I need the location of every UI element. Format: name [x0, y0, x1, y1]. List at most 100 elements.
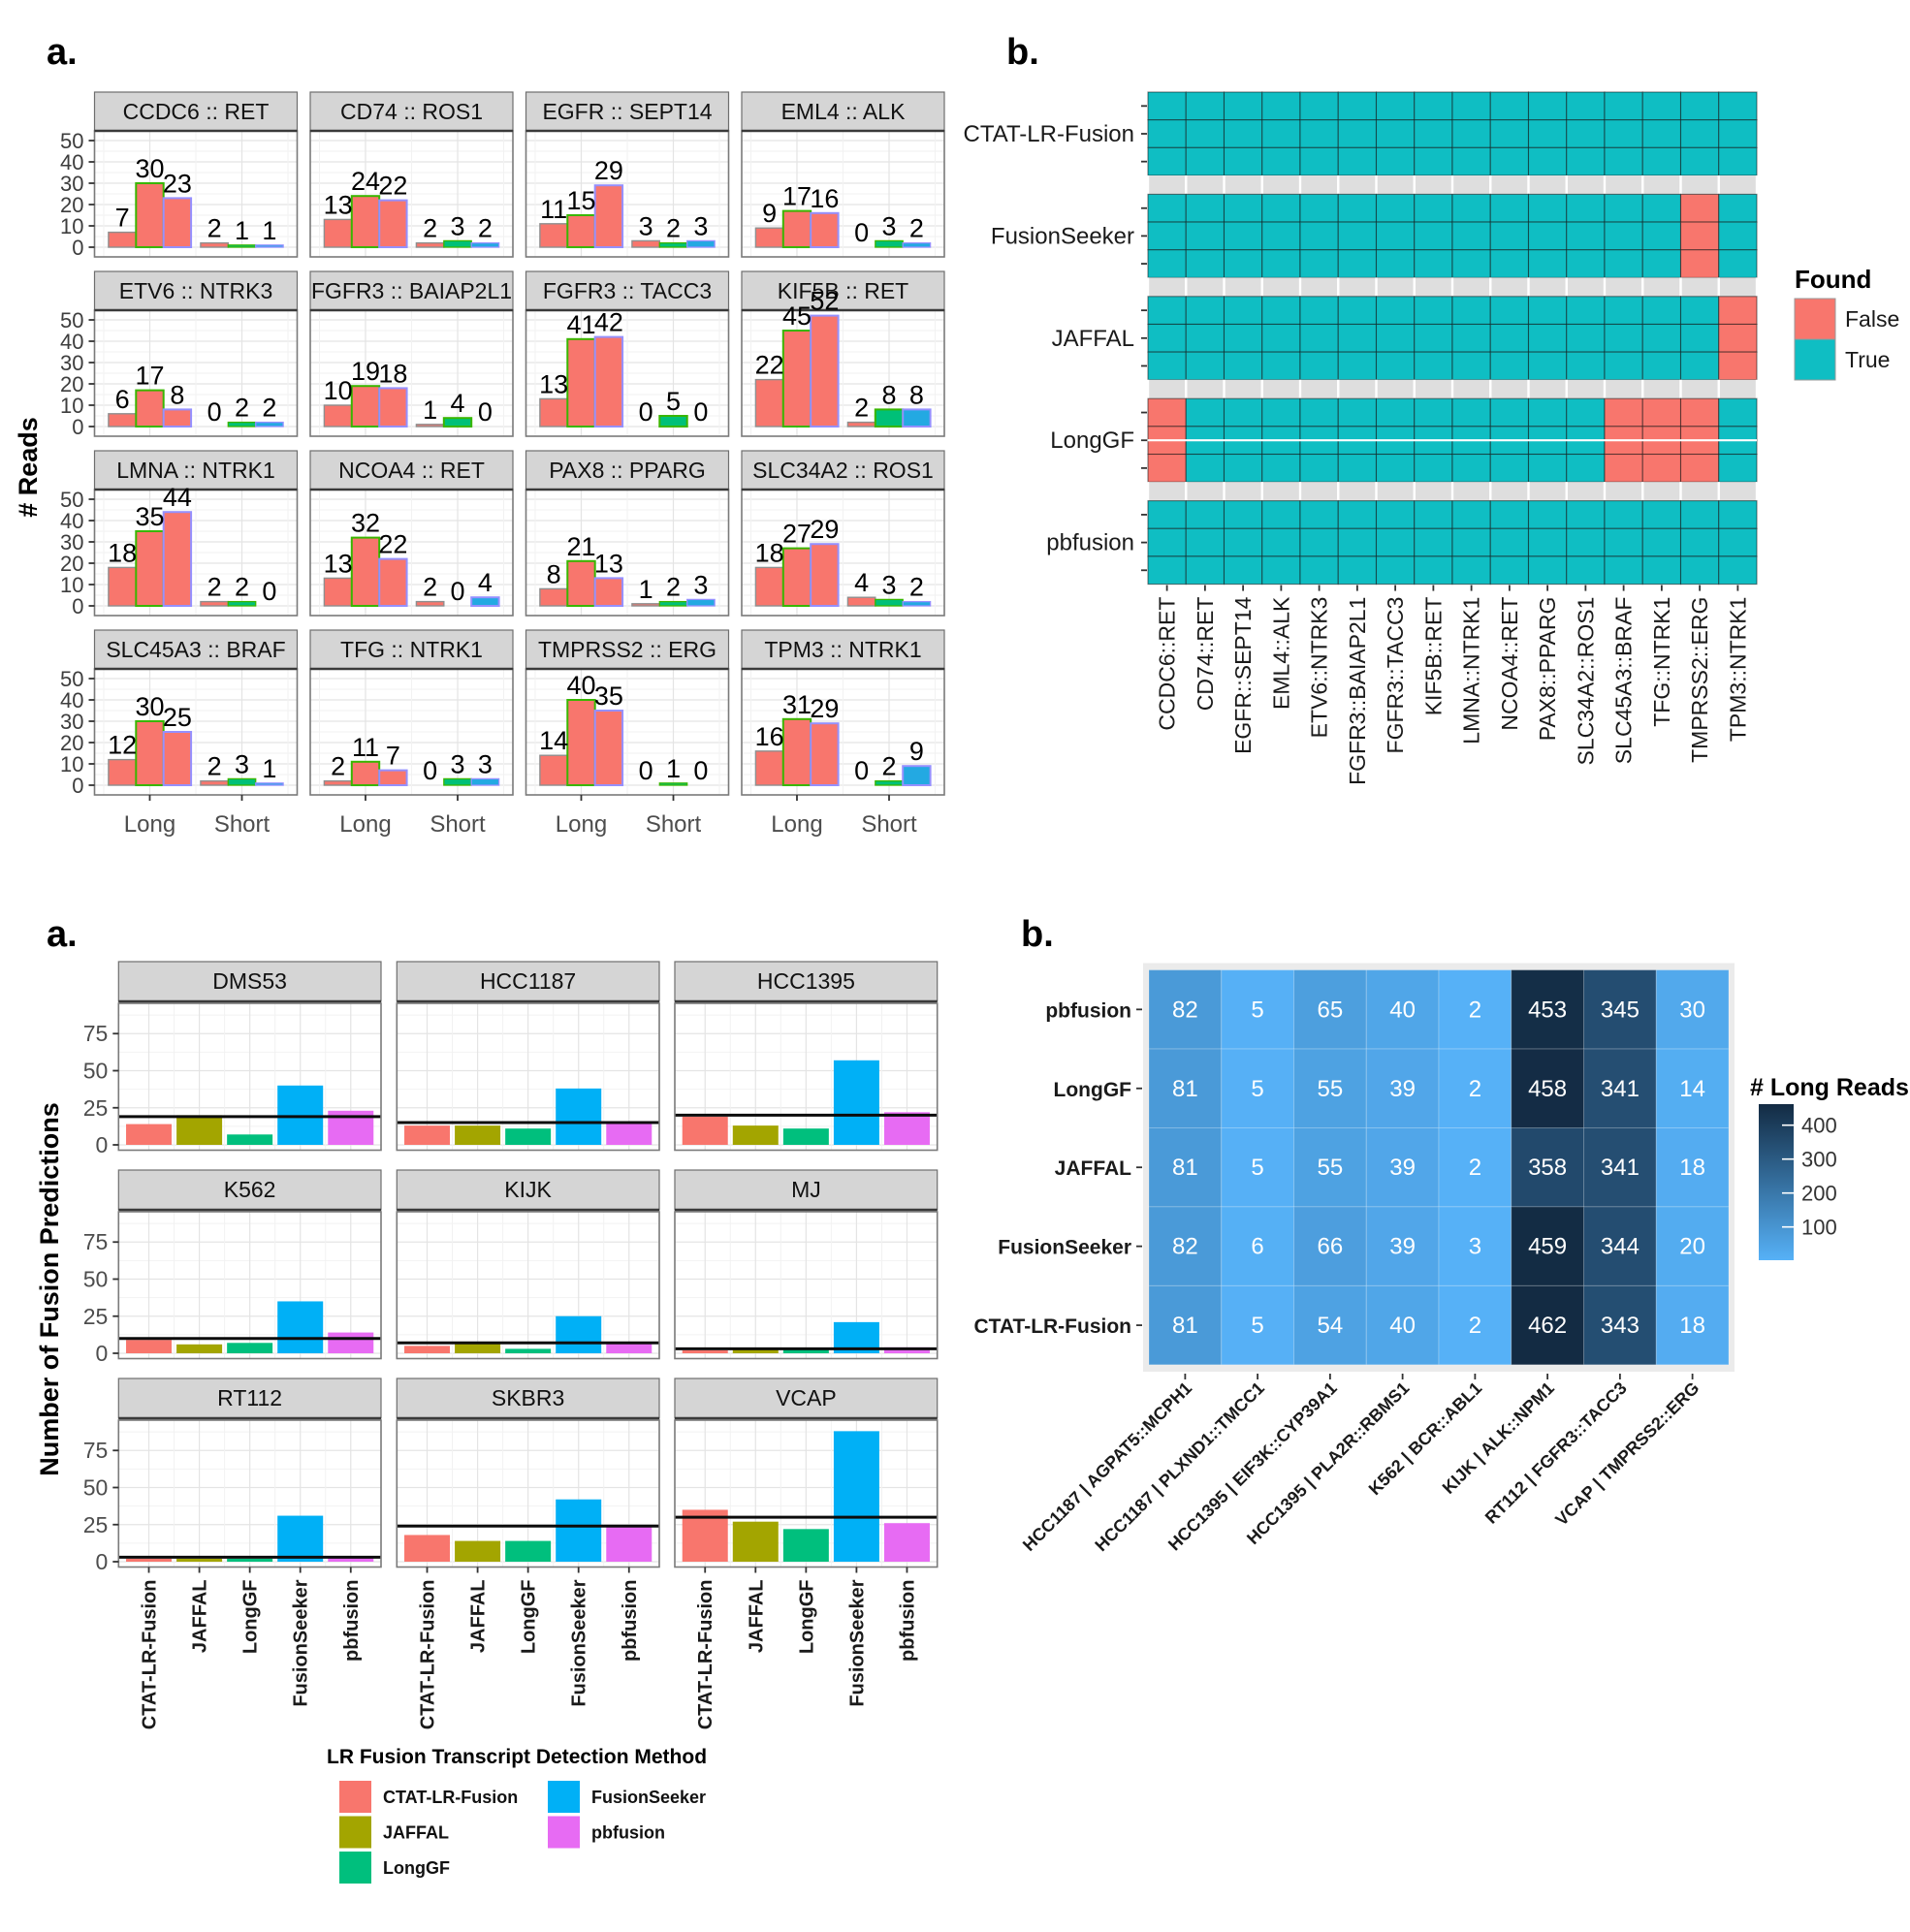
- svg-text:0: 0: [72, 774, 83, 798]
- svg-text:3: 3: [1469, 1234, 1481, 1260]
- svg-text:24: 24: [351, 167, 380, 196]
- svg-text:8: 8: [909, 380, 924, 409]
- svg-text:5: 5: [1251, 1313, 1263, 1339]
- svg-text:CD74 :: ROS1: CD74 :: ROS1: [340, 99, 483, 124]
- svg-text:FusionSeeker: FusionSeeker: [291, 1579, 312, 1706]
- svg-text:# Reads: # Reads: [14, 417, 43, 518]
- svg-text:10: 10: [60, 752, 83, 776]
- svg-text:341: 341: [1601, 1155, 1639, 1181]
- svg-text:55: 55: [1318, 1076, 1344, 1102]
- svg-text:50: 50: [83, 1475, 109, 1501]
- svg-text:40: 40: [60, 688, 83, 713]
- svg-text:8: 8: [881, 380, 896, 409]
- svg-text:a.: a.: [47, 32, 78, 73]
- svg-text:6: 6: [115, 385, 130, 414]
- svg-text:41: 41: [566, 310, 595, 339]
- svg-text:SLC45A3 :: BRAF: SLC45A3 :: BRAF: [106, 637, 285, 662]
- svg-text:CCDC6 :: RET: CCDC6 :: RET: [123, 99, 270, 124]
- svg-text:40: 40: [566, 671, 595, 700]
- svg-text:pbfusion: pbfusion: [1045, 999, 1131, 1022]
- svg-text:11: 11: [352, 733, 379, 762]
- svg-text:SLC45A3::BRAF: SLC45A3::BRAF: [1611, 597, 1637, 765]
- svg-text:31: 31: [782, 690, 812, 719]
- svg-text:50: 50: [83, 1059, 109, 1084]
- svg-text:20: 20: [60, 552, 83, 576]
- svg-text:TPM3 :: NTRK1: TPM3 :: NTRK1: [764, 637, 921, 662]
- svg-text:18: 18: [108, 538, 137, 567]
- svg-text:2: 2: [423, 573, 437, 602]
- svg-text:52: 52: [810, 287, 839, 316]
- svg-text:35: 35: [135, 502, 164, 531]
- svg-text:459: 459: [1528, 1234, 1567, 1260]
- svg-text:5: 5: [666, 387, 681, 416]
- svg-text:82: 82: [1172, 1234, 1198, 1260]
- svg-text:4: 4: [478, 568, 493, 597]
- svg-text:Number of Fusion Predictions: Number of Fusion Predictions: [35, 1102, 64, 1476]
- svg-text:0: 0: [96, 1341, 109, 1366]
- svg-text:Short: Short: [430, 811, 486, 838]
- svg-text:2: 2: [1469, 997, 1481, 1023]
- svg-text:pbfusion: pbfusion: [898, 1580, 919, 1662]
- svg-text:2: 2: [666, 573, 681, 602]
- svg-text:KIJK: KIJK: [504, 1177, 552, 1202]
- svg-text:2: 2: [854, 394, 869, 423]
- svg-text:4: 4: [854, 568, 869, 597]
- svg-text:462: 462: [1528, 1313, 1567, 1339]
- svg-text:30: 30: [60, 351, 83, 375]
- svg-text:27: 27: [782, 520, 812, 549]
- svg-text:25: 25: [163, 703, 192, 732]
- svg-text:1: 1: [262, 216, 276, 245]
- svg-text:1: 1: [666, 754, 681, 783]
- svg-text:0: 0: [854, 756, 869, 785]
- svg-text:9: 9: [762, 199, 777, 228]
- svg-text:0: 0: [478, 397, 493, 427]
- svg-text:JAFFAL: JAFFAL: [383, 1823, 449, 1843]
- svg-text:39: 39: [1389, 1234, 1416, 1260]
- svg-text:TPM3::NTRK1: TPM3::NTRK1: [1725, 597, 1750, 743]
- svg-text:400: 400: [1801, 1114, 1837, 1138]
- svg-text:FGFR3::TACC3: FGFR3::TACC3: [1383, 597, 1408, 754]
- svg-text:TMPRSS2::ERG: TMPRSS2::ERG: [1687, 597, 1712, 763]
- svg-text:344: 344: [1601, 1234, 1639, 1260]
- svg-text:65: 65: [1318, 997, 1344, 1023]
- svg-text:Long: Long: [339, 811, 391, 838]
- svg-text:LongGF: LongGF: [796, 1580, 817, 1655]
- svg-text:HCC1395: HCC1395: [757, 968, 855, 994]
- svg-text:54: 54: [1318, 1313, 1344, 1339]
- svg-text:2: 2: [207, 573, 222, 602]
- svg-text:MJ: MJ: [791, 1177, 821, 1202]
- svg-text:CD74::RET: CD74::RET: [1193, 597, 1218, 712]
- svg-text:0: 0: [423, 756, 437, 785]
- svg-text:10: 10: [60, 394, 83, 418]
- svg-text:JAFFAL: JAFFAL: [190, 1580, 211, 1654]
- svg-text:29: 29: [810, 694, 839, 723]
- svg-text:JAFFAL: JAFFAL: [468, 1580, 490, 1654]
- svg-text:SLC34A2::ROS1: SLC34A2::ROS1: [1573, 597, 1598, 766]
- svg-text:20: 20: [60, 372, 83, 396]
- svg-text:30: 30: [135, 154, 164, 183]
- svg-text:SKBR3: SKBR3: [492, 1385, 564, 1410]
- svg-text:5: 5: [1251, 1076, 1263, 1102]
- svg-text:a.: a.: [47, 914, 78, 955]
- svg-text:17: 17: [135, 362, 164, 391]
- svg-text:82: 82: [1172, 997, 1198, 1023]
- svg-text:3: 3: [235, 749, 249, 778]
- svg-text:0: 0: [854, 218, 869, 247]
- svg-text:5: 5: [1251, 1155, 1263, 1181]
- svg-text:HCC1187: HCC1187: [480, 968, 576, 994]
- svg-text:CTAT-LR-Fusion: CTAT-LR-Fusion: [973, 1315, 1131, 1338]
- svg-text:K562: K562: [224, 1177, 276, 1202]
- svg-text:10: 10: [60, 573, 83, 597]
- svg-text:pbfusion: pbfusion: [1046, 530, 1134, 556]
- svg-text:0: 0: [96, 1549, 109, 1574]
- svg-text:FusionSeeker: FusionSeeker: [591, 1788, 706, 1807]
- svg-text:50: 50: [60, 308, 83, 333]
- svg-text:3: 3: [693, 211, 708, 240]
- svg-text:Short: Short: [214, 811, 271, 838]
- svg-text:2: 2: [235, 394, 249, 423]
- svg-text:30: 30: [1679, 997, 1705, 1023]
- svg-text:453: 453: [1528, 997, 1567, 1023]
- svg-text:CTAT-LR-Fusion: CTAT-LR-Fusion: [140, 1580, 161, 1730]
- svg-text:b.: b.: [1021, 914, 1054, 955]
- svg-text:Found: Found: [1795, 265, 1871, 294]
